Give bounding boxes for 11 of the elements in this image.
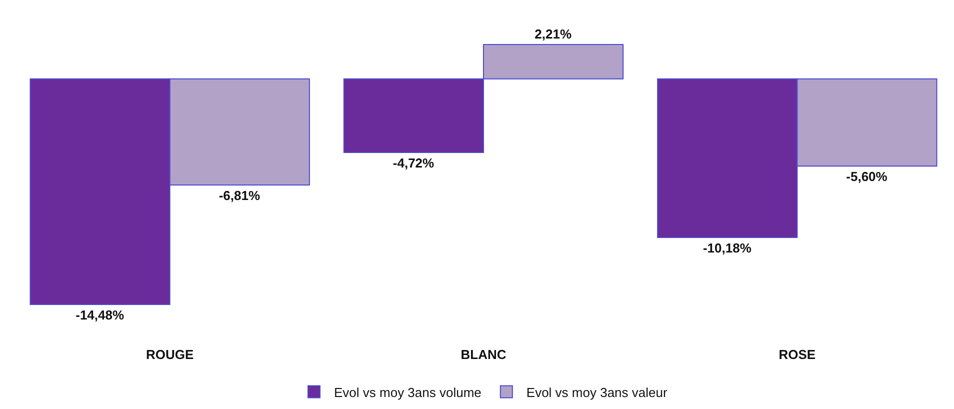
- x-tick-label: BLANC: [460, 347, 507, 362]
- data-label: -5,60%: [846, 169, 888, 184]
- x-tick-label: ROSE: [778, 347, 816, 362]
- data-label: -10,18%: [702, 240, 752, 256]
- data-label: 2,21%: [534, 26, 572, 42]
- data-label: -14,48%: [76, 308, 124, 323]
- legend-label: Evol vs moy 3ans volume: [334, 384, 482, 400]
- data-label: -4,72%: [392, 155, 435, 170]
- x-tick-label: ROUGE: [146, 347, 194, 362]
- legend-label: Evol vs moy 3ans valeur: [526, 384, 668, 400]
- data-label: -6,81%: [218, 188, 260, 204]
